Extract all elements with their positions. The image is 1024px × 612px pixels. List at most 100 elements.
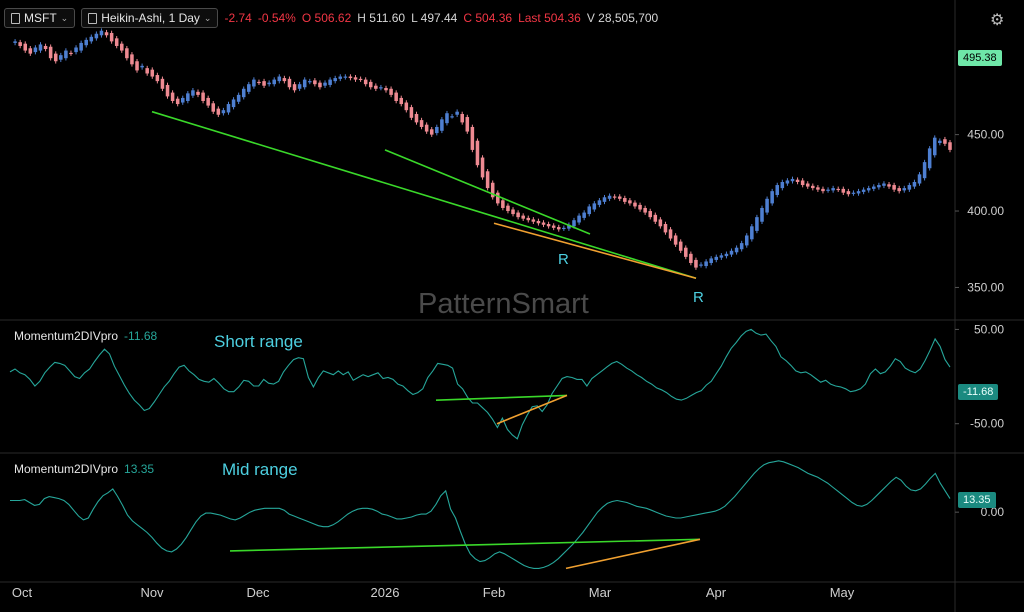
candle-body [729,250,734,255]
candle-body [800,180,805,186]
candle-body [358,78,363,81]
candle-body [785,180,790,184]
y-tick-label: -50.00 [970,417,1004,431]
candle-body [623,198,627,202]
candle-body [201,92,205,101]
candle-body [938,140,942,144]
candle-body [780,181,785,189]
candle-body [536,220,541,224]
candle-body [429,129,434,135]
change-value: -2.74 [224,11,252,25]
candle-body [587,206,592,215]
candle-body [282,78,287,82]
open-field: O 506.62 [301,11,352,25]
candle-body [170,92,175,101]
candle-body [160,78,165,89]
candle-body [907,185,912,190]
candle-body [394,92,398,101]
candle-body [734,247,739,253]
candle-body [384,88,388,91]
candle-body [221,110,226,114]
candle-body [104,32,109,36]
candle-body [755,217,759,231]
candle-body [943,139,947,144]
price-trendlines [151,110,697,280]
candle-body [932,137,937,156]
mid-value-tag: 13.35 [958,492,996,508]
candle-body [917,174,922,184]
short-range-annotation: Short range [214,332,303,351]
candle-body [435,126,439,134]
candle-body [262,81,266,86]
candle-body [114,38,119,46]
candle-body [23,43,28,51]
candle-body [89,36,94,42]
candle-body [94,33,99,39]
candle-body [511,209,515,215]
candle-body [379,87,383,89]
candle-body [521,215,525,219]
candle-body [475,140,480,166]
indicator-line [9,328,951,440]
candle-body [313,80,317,85]
candle-body [617,196,622,199]
change-percent: -0.54% [257,11,296,25]
candle-body [861,189,866,192]
candle-body [48,46,53,59]
candle-body [744,235,749,246]
candle-body [531,219,536,222]
candle-body [526,217,531,221]
candle-body [750,226,754,240]
candle-body [821,188,825,192]
symbol-toolbar: MSFT ⌄ Heikin-Ashi, 1 Day ⌄ -2.74 -0.54%… [4,7,658,29]
chart-style-selector[interactable]: Heikin-Ashi, 1 Day ⌄ [81,8,219,28]
candle-body [74,47,78,53]
mid-pane-label: Momentum2DIVpro 13.35 [14,462,155,476]
square-icon [11,12,20,24]
candle-body [155,75,160,82]
short-value-tag: -11.68 [958,384,999,400]
x-tick-label: Feb [483,585,505,600]
symbol-selector[interactable]: MSFT ⌄ [4,8,76,28]
candle-body [709,258,713,263]
candle-body [59,55,63,60]
candle-body [399,97,404,105]
reversal-marker: R [558,251,569,268]
candle-body [673,235,678,245]
candle-body [226,104,231,113]
candle-body [140,65,144,68]
reversal-marker: R [693,289,704,306]
candle-body [877,185,881,188]
chevron-down-icon: ⌄ [60,12,69,23]
candle-body [363,79,368,85]
candle-body [64,50,68,59]
candle-body [43,45,48,50]
candle-body [130,54,134,65]
x-tick-label: Mar [589,585,612,600]
volume-field: V 28,505,700 [586,11,659,25]
candle-body [562,227,566,230]
candle-body [805,183,810,187]
candle-body [297,84,302,89]
candle-body [551,225,556,228]
candle-body [318,82,322,88]
candle-body [663,224,668,233]
candle-body [811,185,815,189]
square-icon [88,12,98,24]
candle-body [460,113,464,123]
short-range-trendlines [435,394,568,425]
close-field: C 504.36 [463,11,513,25]
gear-icon[interactable]: ⚙ [990,12,1005,29]
candle-body [186,93,190,101]
candle-body [892,185,896,190]
candle-body [450,116,454,118]
candle-body [125,48,129,59]
candle-body [333,78,337,82]
candle-body [323,82,327,86]
candle-body [866,188,871,191]
candle-body [653,214,658,222]
candle-body [841,188,846,193]
candle-body [836,188,840,191]
x-tick-label: May [830,585,855,600]
candle-body [353,77,358,80]
